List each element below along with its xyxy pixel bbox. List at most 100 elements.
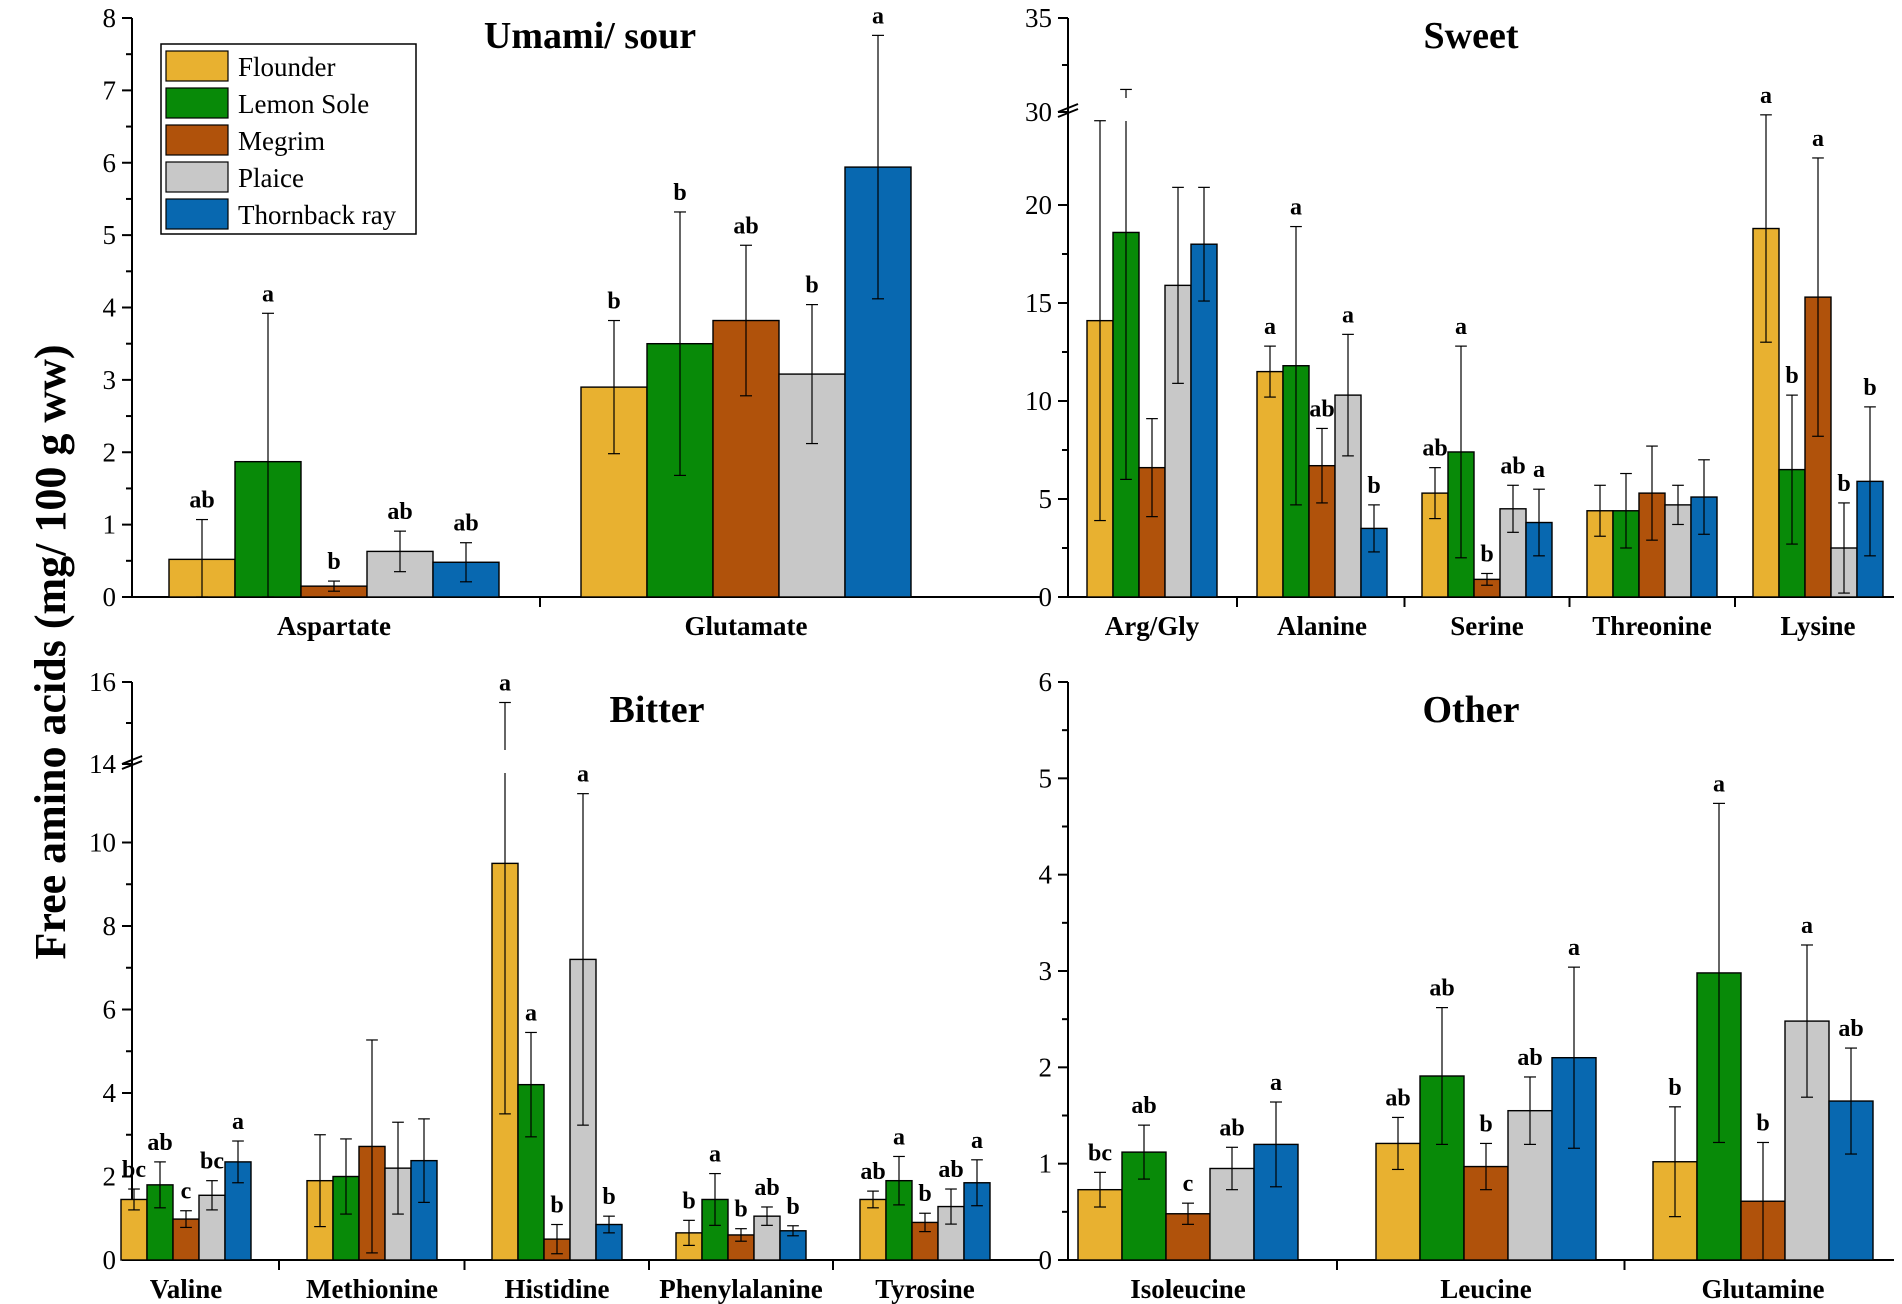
legend-swatch — [165, 161, 229, 193]
x-category-label: Methionine — [306, 1274, 438, 1304]
x-category-label: Phenylalanine — [659, 1274, 823, 1304]
x-category-label: Valine — [150, 1274, 223, 1304]
significance-letter: a — [499, 671, 511, 697]
panel-title: Bitter — [610, 689, 705, 731]
legend-swatch — [165, 50, 229, 82]
significance-letter: ab — [1309, 396, 1334, 422]
significance-letter: a — [525, 1000, 537, 1026]
y-tick-label: 20 — [1025, 190, 1052, 220]
y-tick-label: 3 — [1039, 956, 1053, 986]
y-tick-label: 4 — [103, 1078, 117, 1108]
significance-letter: ab — [938, 1157, 963, 1183]
significance-letter: b — [734, 1197, 747, 1223]
bar-sweet — [1256, 370, 1284, 598]
significance-letter: b — [918, 1181, 931, 1207]
significance-letter: ab — [147, 1130, 172, 1156]
significance-letter: b — [682, 1188, 695, 1214]
significance-letter: c — [1183, 1171, 1194, 1197]
significance-letter: ab — [1385, 1085, 1410, 1111]
y-tick-label: 6 — [103, 148, 117, 178]
legend-label: Thornback ray — [238, 200, 397, 230]
significance-letter: a — [709, 1142, 721, 1168]
y-tick-label: 7 — [103, 75, 117, 105]
significance-letter: a — [872, 3, 884, 29]
significance-letter: a — [971, 1128, 983, 1154]
y-tick-label: 10 — [89, 828, 116, 858]
significance-letter: a — [1760, 83, 1772, 109]
bar-sweet — [1190, 243, 1218, 598]
y-tick-label: 6 — [1039, 667, 1053, 697]
x-category-label: Histidine — [504, 1274, 609, 1304]
significance-letter: ab — [1838, 1016, 1863, 1042]
axis-break-mark — [1057, 103, 1079, 113]
significance-letter: a — [1713, 771, 1725, 797]
legend-label: Megrim — [238, 126, 325, 156]
legend: Flounder Lemon Sole Megrim Plaice Thornback … — [160, 43, 417, 235]
y-tick-label: 0 — [103, 582, 117, 612]
significance-letter: ab — [189, 488, 214, 514]
significance-letter: ab — [860, 1159, 885, 1185]
significance-letter: b — [673, 180, 686, 206]
significance-letter: ab — [1517, 1045, 1542, 1071]
x-category-label: Glutamine — [1701, 1274, 1824, 1304]
bar-sweet — [1752, 227, 1780, 598]
significance-letter: b — [550, 1193, 563, 1219]
significance-letter: ab — [453, 511, 478, 537]
legend-label: Flounder — [238, 52, 336, 82]
y-tick-label: 8 — [103, 911, 117, 941]
y-tick-label: 0 — [103, 1245, 117, 1275]
panel-title: Sweet — [1424, 15, 1519, 57]
y-tick-label: 30 — [1025, 97, 1052, 127]
significance-letter: a — [1290, 195, 1302, 221]
y-tick-label: 6 — [103, 995, 117, 1025]
y-tick-label: 10 — [1025, 386, 1052, 416]
significance-letter: b — [1479, 1111, 1492, 1137]
legend-swatch — [165, 87, 229, 119]
panel-title: Umami/ sour — [484, 15, 696, 57]
x-category-label: Aspartate — [277, 611, 391, 641]
x-category-label: Lysine — [1780, 611, 1855, 641]
y-tick-label: 1 — [103, 510, 117, 540]
y-tick-label: 5 — [1039, 484, 1053, 514]
significance-letter: a — [262, 281, 274, 307]
y-tick-label: 5 — [103, 220, 117, 250]
x-category-label: Leucine — [1440, 1274, 1532, 1304]
significance-letter: b — [327, 549, 340, 575]
significance-letter: b — [1668, 1075, 1681, 1101]
x-category-label: Alanine — [1277, 611, 1367, 641]
legend-swatch — [165, 198, 229, 230]
y-tick-label: 2 — [103, 437, 117, 467]
axis-break-mark — [121, 755, 143, 765]
significance-letter: ab — [1422, 436, 1447, 462]
significance-letter: b — [786, 1194, 799, 1220]
significance-letter: c — [181, 1179, 192, 1205]
x-category-label: Arg/Gly — [1105, 611, 1200, 641]
panel-sweet: Sweet 0 5 10 15 20 30 35 Arg/Gly Alanine Serine Thr… — [1025, 3, 1894, 641]
y-tick-label: 2 — [1039, 1052, 1053, 1082]
significance-letter: a — [1568, 935, 1580, 961]
significance-letter: ab — [1131, 1093, 1156, 1119]
y-tick-label: 3 — [103, 365, 117, 395]
y-tick-label: 5 — [1039, 763, 1053, 793]
y-tick-label: 0 — [1039, 582, 1053, 612]
x-category-label: Glutamate — [685, 611, 808, 641]
significance-letter: a — [1270, 1070, 1282, 1096]
significance-letter: a — [1812, 126, 1824, 152]
significance-letter: ab — [1429, 976, 1454, 1002]
significance-letter: b — [602, 1184, 615, 1210]
significance-letter: a — [1455, 314, 1467, 340]
significance-letter: b — [1837, 471, 1850, 497]
significance-letter: bc — [1088, 1140, 1112, 1166]
legend-swatch — [165, 124, 229, 156]
legend-label: Plaice — [238, 163, 304, 193]
significance-letter: ab — [754, 1175, 779, 1201]
bar-sweet — [1804, 296, 1832, 598]
y-tick-label: 0 — [1039, 1245, 1053, 1275]
significance-letter: a — [1342, 302, 1354, 328]
significance-letter: b — [1863, 375, 1876, 401]
x-category-label: Isoleucine — [1130, 1274, 1246, 1304]
y-tick-label: 35 — [1025, 3, 1052, 33]
y-tick-label: 16 — [89, 667, 116, 697]
